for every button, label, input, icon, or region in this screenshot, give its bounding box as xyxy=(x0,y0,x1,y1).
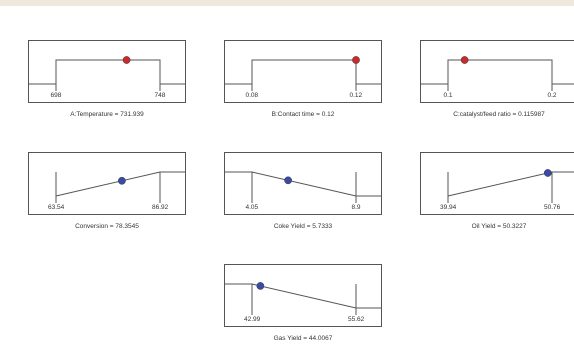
panel-caption: C:catalyst/feed ratio = 0.115987 xyxy=(453,111,545,118)
desirability-plot xyxy=(28,152,186,215)
desirability-curve xyxy=(224,283,382,309)
desirability-panel-conversion: 63.54 86.92 Conversion = 78.3545 xyxy=(28,152,186,233)
current-value-dot xyxy=(118,176,126,185)
desirability-curve xyxy=(224,171,382,197)
desirability-plot xyxy=(224,40,382,103)
low-limit-label: 0.1 xyxy=(443,92,453,99)
plot-frame xyxy=(420,152,574,215)
high-limit-label: 0.2 xyxy=(547,92,557,99)
panel-caption: Conversion = 78.3545 xyxy=(75,223,139,230)
desirability-plot xyxy=(224,264,382,327)
panel-caption: Coke Yield = 5.7333 xyxy=(273,223,333,230)
plot-frame xyxy=(28,152,186,215)
current-value-dot xyxy=(543,169,552,177)
panel-caption: Oil Yield = 50.3227 xyxy=(471,223,527,230)
current-value-dot xyxy=(256,282,265,290)
low-limit-label: 0.08 xyxy=(245,92,259,99)
desirability-panel-oil-yield: 39.94 50.76 Oil Yield = 50.3227 xyxy=(420,152,574,233)
low-limit-label: 63.54 xyxy=(48,204,65,211)
low-limit-label: 4.05 xyxy=(245,204,259,211)
panel-caption: Gas Yield = 44.0067 xyxy=(273,335,333,342)
high-limit-label: 8.9 xyxy=(351,204,361,211)
desirability-curve xyxy=(420,59,574,85)
plot-frame xyxy=(224,40,382,103)
current-value-dot xyxy=(122,56,131,64)
desirability-panel-catalyst-feed-ratio: 0.1 0.2 C:catalyst/feed ratio = 0.115987 xyxy=(420,40,574,121)
desirability-curve xyxy=(224,59,382,85)
high-limit-label: 86.92 xyxy=(152,204,169,211)
high-limit-label: 0.12 xyxy=(349,92,363,99)
high-limit-label: 55.62 xyxy=(348,316,365,323)
desirability-plot xyxy=(28,40,186,103)
panel-caption: A:Temperature = 731.939 xyxy=(70,111,144,118)
low-limit-label: 698 xyxy=(50,92,62,99)
current-value-dot xyxy=(460,56,469,64)
low-limit-label: 39.94 xyxy=(440,204,457,211)
plot-frame xyxy=(420,40,574,103)
desirability-panel-gas-yield: 42.99 55.62 Gas Yield = 44.0067 xyxy=(224,264,382,345)
high-limit-label: 748 xyxy=(154,92,166,99)
current-value-dot xyxy=(352,56,360,64)
desirability-plot xyxy=(224,152,382,215)
panel-caption: B:Contact time = 0.12 xyxy=(271,111,335,118)
desirability-plot xyxy=(420,152,574,215)
plot-frame xyxy=(28,40,186,103)
desirability-panel-contact-time: 0.08 0.12 B:Contact time = 0.12 xyxy=(224,40,382,121)
desirability-panel-temperature: 698 748 A:Temperature = 731.939 xyxy=(28,40,186,121)
low-limit-label: 42.99 xyxy=(244,316,261,323)
desirability-plot xyxy=(420,40,574,103)
top-rule xyxy=(0,0,574,6)
high-limit-label: 50.76 xyxy=(544,204,561,211)
desirability-panel-coke-yield: 4.05 8.9 Coke Yield = 5.7333 xyxy=(224,152,382,233)
desirability-curve xyxy=(28,59,186,85)
current-value-dot xyxy=(284,176,292,185)
